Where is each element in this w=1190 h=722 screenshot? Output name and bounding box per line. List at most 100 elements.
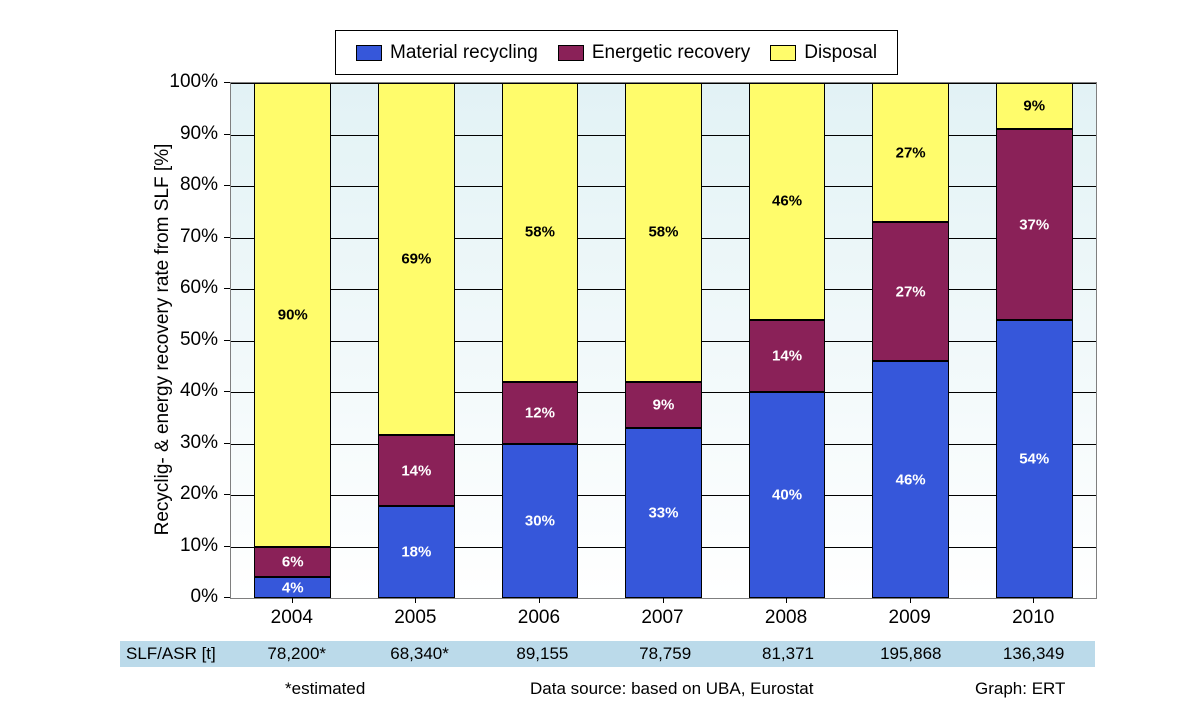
bar-segment-label: 58% — [648, 224, 678, 241]
y-tick-mark — [224, 546, 230, 547]
legend-label: Energetic recovery — [592, 42, 750, 64]
y-tick-label: 60% — [180, 277, 218, 299]
y-tick-label: 20% — [180, 483, 218, 505]
y-tick-label: 0% — [191, 586, 218, 608]
bar-segment-material: 40% — [749, 392, 826, 598]
bar-segment-energetic: 9% — [625, 382, 702, 428]
legend-swatch — [558, 45, 584, 61]
bar-segment-label: 58% — [525, 224, 555, 241]
bar-segment-energetic: 14% — [378, 435, 455, 506]
legend-swatch — [356, 45, 382, 61]
data-strip-value: 78,200* — [235, 644, 358, 664]
bar-segment-label: 46% — [772, 193, 802, 210]
y-tick-label: 100% — [169, 71, 218, 93]
x-tick-label: 2007 — [623, 607, 703, 629]
data-strip-value: 195,868 — [849, 644, 972, 664]
bar-segment-disposal: 58% — [625, 83, 702, 382]
footnote-graph: Graph: ERT — [975, 679, 1065, 699]
data-strip-value: 78,759 — [604, 644, 727, 664]
data-strip: SLF/ASR [t]78,200*68,340*89,15578,75981,… — [120, 641, 1095, 667]
bar-segment-material: 18% — [378, 506, 455, 598]
bar-segment-disposal: 46% — [749, 83, 826, 320]
bar-segment-label: 90% — [278, 306, 308, 323]
bar-column: 18% 14% 69% — [378, 83, 455, 598]
data-strip-value: 136,349 — [972, 644, 1095, 664]
data-strip-label: SLF/ASR [t] — [120, 644, 235, 664]
y-tick-mark — [224, 288, 230, 289]
bar-segment-material: 54% — [996, 320, 1073, 598]
y-tick-mark — [224, 494, 230, 495]
bar-segment-label: 30% — [525, 512, 555, 529]
bar-segment-label: 4% — [282, 579, 304, 596]
y-tick-mark — [224, 237, 230, 238]
x-tick-mark — [1033, 597, 1034, 603]
legend-item: Energetic recovery — [558, 42, 750, 64]
legend: Material recycling Energetic recovery Disp… — [335, 30, 898, 75]
bar-segment-disposal: 58% — [502, 83, 579, 382]
y-tick-mark — [224, 597, 230, 598]
bar-segment-label: 54% — [1019, 450, 1049, 467]
x-tick-mark — [910, 597, 911, 603]
bar-segment-label: 18% — [401, 544, 431, 561]
x-tick-mark — [292, 597, 293, 603]
data-strip-value: 68,340* — [358, 644, 481, 664]
bar-segment-label: 9% — [1023, 98, 1045, 115]
bar-segment-label: 33% — [648, 505, 678, 522]
bar-segment-label: 27% — [896, 144, 926, 161]
y-tick-mark — [224, 340, 230, 341]
x-tick-mark — [415, 597, 416, 603]
bar-segment-label: 12% — [525, 404, 555, 421]
legend-item: Disposal — [770, 42, 877, 64]
bar-segment-disposal: 27% — [872, 83, 949, 222]
bar-segment-energetic: 37% — [996, 129, 1073, 320]
data-strip-value: 81,371 — [727, 644, 850, 664]
bar-segment-disposal: 9% — [996, 83, 1073, 129]
x-tick-label: 2009 — [870, 607, 950, 629]
bar-segment-label: 40% — [772, 487, 802, 504]
bar-column: 54% 37% 9% — [996, 83, 1073, 598]
x-tick-label: 2010 — [993, 607, 1073, 629]
data-strip-value: 89,155 — [481, 644, 604, 664]
x-tick-label: 2008 — [746, 607, 826, 629]
y-axis-label: Recyclig- & energy recovery rate from SL… — [152, 82, 174, 597]
y-tick-mark — [224, 134, 230, 135]
bar-column: 4%6% 90% — [254, 83, 331, 598]
bar-segment-label: 14% — [401, 462, 431, 479]
footnote-estimated: *estimated — [285, 679, 365, 699]
bar-segment-material: 30% — [502, 444, 579, 599]
bar-segment-material: 4% — [254, 577, 331, 598]
y-tick-label: 40% — [180, 380, 218, 402]
bar-segment-energetic: 14% — [749, 320, 826, 392]
legend-label: Disposal — [804, 42, 877, 64]
legend-item: Material recycling — [356, 42, 538, 64]
bar-segment-energetic: 12% — [502, 382, 579, 444]
legend-label: Material recycling — [390, 42, 538, 64]
bar-column: 33% 9% 58% — [625, 83, 702, 598]
y-tick-label: 10% — [180, 535, 218, 557]
bar-segment-energetic: 6% — [254, 547, 331, 578]
x-tick-mark — [663, 597, 664, 603]
y-tick-label: 70% — [180, 226, 218, 248]
bar-column: 40% 14% 46% — [749, 83, 826, 598]
bar-segment-label: 27% — [896, 283, 926, 300]
bar-segment-label: 46% — [896, 471, 926, 488]
y-tick-label: 80% — [180, 174, 218, 196]
bar-column: 30% 12% 58% — [502, 83, 579, 598]
bar-segment-disposal: 90% — [254, 83, 331, 547]
bar-segment-label: 69% — [401, 250, 431, 267]
x-tick-label: 2004 — [252, 607, 332, 629]
bar-segment-disposal: 69% — [378, 83, 455, 435]
y-tick-label: 30% — [180, 432, 218, 454]
x-tick-mark — [786, 597, 787, 603]
bar-column: 46% 27% 27% — [872, 83, 949, 598]
y-tick-mark — [224, 82, 230, 83]
x-tick-label: 2006 — [499, 607, 579, 629]
y-tick-label: 50% — [180, 329, 218, 351]
y-tick-mark — [224, 185, 230, 186]
footnote-source: Data source: based on UBA, Eurostat — [530, 679, 814, 699]
x-tick-label: 2005 — [375, 607, 455, 629]
bar-segment-label: 37% — [1019, 216, 1049, 233]
legend-swatch — [770, 45, 796, 61]
y-tick-mark — [224, 443, 230, 444]
y-tick-mark — [224, 391, 230, 392]
